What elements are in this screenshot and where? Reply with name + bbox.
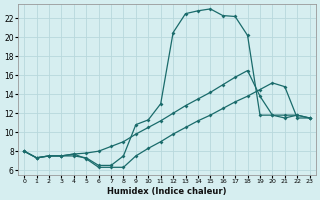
X-axis label: Humidex (Indice chaleur): Humidex (Indice chaleur): [107, 187, 227, 196]
